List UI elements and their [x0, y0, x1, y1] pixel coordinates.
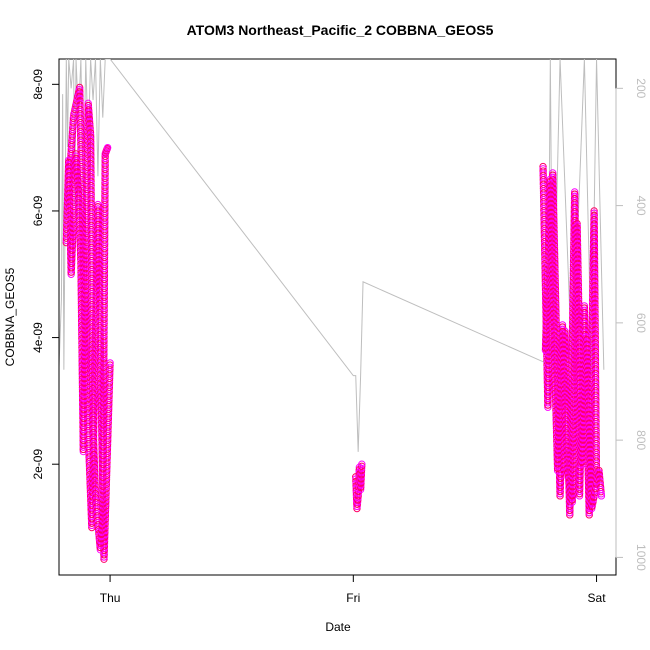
data-point — [597, 492, 606, 500]
y2-tick-label: 600 — [634, 313, 648, 333]
plot-frame — [58, 58, 617, 576]
data-point — [103, 143, 112, 152]
chart-title: ATOM3 Northeast_Pacific_2 COBBNA_GEOS5 — [187, 22, 494, 38]
y-tick-label: 6e-09 — [31, 195, 45, 226]
secondary-line-layer — [59, 59, 605, 452]
secondary-series-line — [59, 59, 605, 452]
y-tick-label: 8e-09 — [31, 69, 45, 100]
x-axis: Thu Fri Sat — [100, 574, 607, 605]
x-tick-label: Thu — [100, 591, 121, 605]
points-layer — [62, 83, 606, 563]
data-point — [357, 464, 366, 473]
y-axis-left: 2e-09 4e-09 6e-09 8e-09 — [31, 69, 60, 480]
x-tick-label: Sat — [588, 591, 607, 605]
y-axis-right: 200 400 600 800 1000 — [615, 78, 648, 571]
x-axis-label: Date — [325, 620, 351, 634]
y2-tick-label: 1000 — [634, 544, 648, 571]
y2-tick-label: 400 — [634, 196, 648, 216]
x-tick-label: Fri — [346, 591, 360, 605]
y-axis-label: COBBNA_GEOS5 — [3, 267, 17, 366]
y-tick-label: 2e-09 — [31, 449, 45, 480]
y2-tick-label: 200 — [634, 78, 648, 98]
data-point — [358, 462, 366, 471]
data-point — [358, 460, 366, 468]
y-tick-label: 4e-09 — [31, 322, 45, 353]
y2-tick-label: 800 — [634, 430, 648, 450]
